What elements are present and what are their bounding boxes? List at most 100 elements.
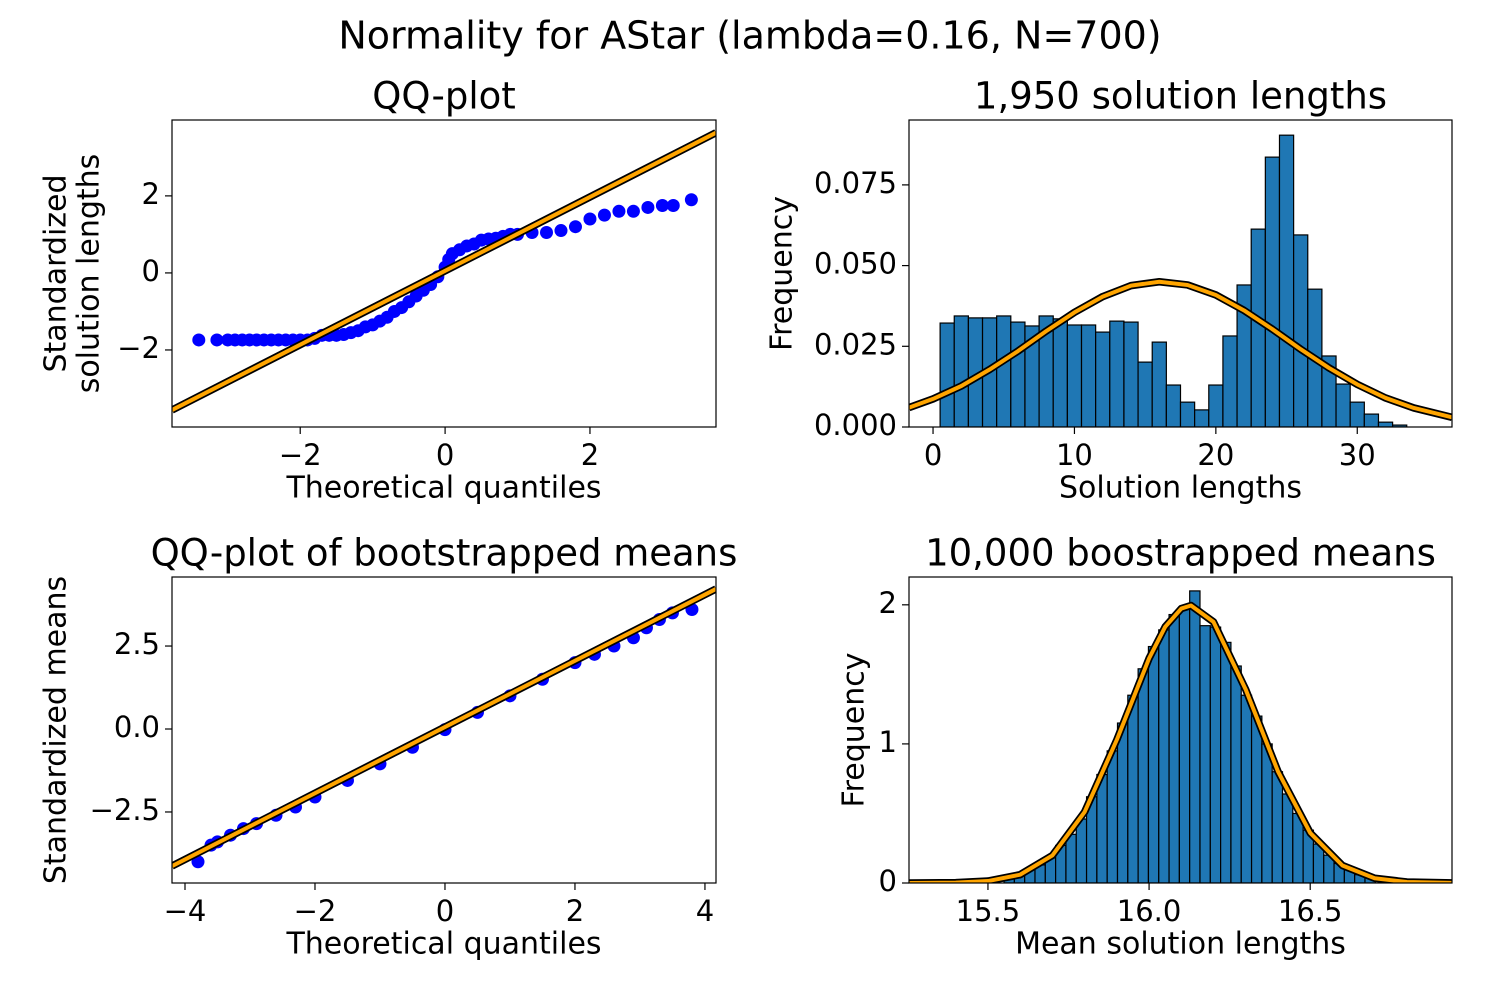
histogram-bar bbox=[1220, 641, 1232, 883]
qq-point bbox=[210, 333, 224, 347]
histogram-bar bbox=[1349, 401, 1365, 427]
x-tick-label: 10 bbox=[1056, 438, 1093, 472]
histogram-bar bbox=[1010, 321, 1026, 427]
histogram-bar bbox=[1278, 134, 1295, 427]
fit-line bbox=[172, 587, 716, 868]
subplot-title: 1,950 solution lengths bbox=[974, 75, 1387, 118]
histogram-bar bbox=[1189, 590, 1201, 883]
histogram-bar bbox=[1240, 694, 1253, 883]
histogram-bar bbox=[1096, 773, 1108, 883]
y-tick-label: 0.000 bbox=[814, 408, 897, 442]
qq-point bbox=[554, 224, 568, 238]
x-tick-label: 2 bbox=[581, 438, 599, 472]
y-tick-label: 0.075 bbox=[814, 166, 897, 200]
histogram-bar bbox=[1281, 793, 1294, 883]
y-tick-label: 2 bbox=[142, 177, 160, 211]
histogram-bar bbox=[1261, 743, 1273, 883]
subplot: 1,950 solution lengths Solution lengths Fr… bbox=[765, 75, 1453, 506]
subplot: QQ-plot Theoretical quantiles Standardized… bbox=[39, 75, 717, 506]
qq-point bbox=[612, 204, 626, 218]
axes-frame bbox=[908, 119, 1453, 428]
histogram-bar bbox=[1199, 625, 1211, 883]
x-tick-label: −4 bbox=[164, 894, 207, 928]
x-tick-label: 30 bbox=[1339, 438, 1376, 472]
histogram-bar bbox=[1222, 335, 1238, 427]
qq-point bbox=[539, 225, 553, 239]
axes-frame bbox=[171, 576, 717, 884]
fit-line bbox=[909, 603, 1452, 883]
plot-area bbox=[172, 129, 716, 414]
y-tick-label: 0.0 bbox=[114, 710, 160, 744]
histogram-bar bbox=[1179, 401, 1196, 427]
histogram-bar bbox=[1230, 665, 1242, 883]
histogram-bar bbox=[1168, 613, 1180, 883]
y-tick-label: 0.025 bbox=[814, 327, 897, 361]
y-tick-label: −2 bbox=[117, 331, 160, 365]
fit-line bbox=[909, 279, 1452, 420]
histogram-bar bbox=[1335, 383, 1351, 427]
subplot-title: QQ-plot bbox=[372, 75, 516, 118]
plot-area bbox=[909, 590, 1452, 883]
x-axis-label: Mean solution lengths bbox=[1015, 927, 1346, 962]
histogram-bar bbox=[1052, 318, 1068, 427]
fit-line bbox=[172, 130, 716, 412]
qq-point bbox=[192, 333, 206, 347]
histogram-bar bbox=[1137, 668, 1150, 883]
x-tick-label: 2 bbox=[566, 894, 584, 928]
y-tick-label: 1 bbox=[879, 725, 897, 759]
histogram-bar bbox=[1066, 324, 1083, 427]
x-tick-label: 0 bbox=[924, 438, 942, 472]
plot-area bbox=[172, 585, 716, 870]
histogram-bar bbox=[1363, 413, 1380, 427]
histogram-bar bbox=[1127, 694, 1139, 883]
histogram-bar bbox=[953, 315, 969, 427]
x-tick-label: 20 bbox=[1197, 438, 1234, 472]
y-tick-label: 2 bbox=[879, 586, 897, 620]
x-axis-label: Theoretical quantiles bbox=[285, 471, 601, 506]
y-axis-label: Frequency bbox=[837, 653, 872, 808]
histogram-bar bbox=[1208, 384, 1224, 427]
qq-point bbox=[684, 193, 698, 207]
histogram-bar bbox=[1075, 818, 1088, 883]
histogram-bar bbox=[1158, 629, 1170, 883]
x-tick-label: 0 bbox=[436, 894, 454, 928]
histogram-bar bbox=[1095, 331, 1111, 427]
y-tick-label: 0 bbox=[142, 254, 160, 288]
x-tick-label: −2 bbox=[294, 894, 337, 928]
qq-point bbox=[568, 220, 582, 234]
histogram-bar bbox=[939, 322, 955, 427]
qq-point bbox=[583, 212, 597, 226]
histogram-bar bbox=[996, 315, 1012, 427]
y-axis-label: Standardized bbox=[39, 174, 74, 372]
histogram-bar bbox=[1147, 645, 1160, 883]
y-tick-label: 0.050 bbox=[814, 247, 897, 281]
x-tick-label: 16.0 bbox=[1117, 894, 1182, 928]
x-tick-label: 15.5 bbox=[956, 894, 1021, 928]
y-axis-label: Standardized means bbox=[39, 576, 74, 884]
subplot: 10,000 boostrapped means Mean solution le… bbox=[837, 532, 1453, 962]
qq-point bbox=[641, 200, 655, 214]
subplot-title: 10,000 boostrapped means bbox=[925, 532, 1436, 575]
histogram-bar bbox=[1165, 384, 1182, 427]
histogram-bar bbox=[1264, 156, 1281, 427]
histogram-bar bbox=[1123, 321, 1139, 427]
histogram-bar bbox=[1137, 361, 1153, 427]
y-tick-label: 0 bbox=[879, 864, 897, 898]
x-tick-label: 0 bbox=[436, 438, 454, 472]
qq-point bbox=[626, 204, 640, 218]
figure-title: Normality for AStar (lambda=0.16, N=700) bbox=[338, 14, 1161, 58]
histogram-bar bbox=[1293, 234, 1309, 427]
histogram-bar bbox=[1178, 608, 1191, 883]
qq-point bbox=[666, 199, 680, 213]
y-tick-label: 2.5 bbox=[114, 627, 160, 661]
histogram-bar bbox=[1250, 715, 1263, 883]
qq-point bbox=[597, 208, 611, 222]
histogram-bar bbox=[1194, 409, 1210, 427]
histogram-bar bbox=[1106, 750, 1119, 883]
histogram-bar bbox=[1109, 320, 1125, 427]
histogram-bar bbox=[1065, 833, 1077, 883]
plot-area bbox=[909, 134, 1452, 427]
histogram-bar bbox=[1116, 722, 1129, 883]
